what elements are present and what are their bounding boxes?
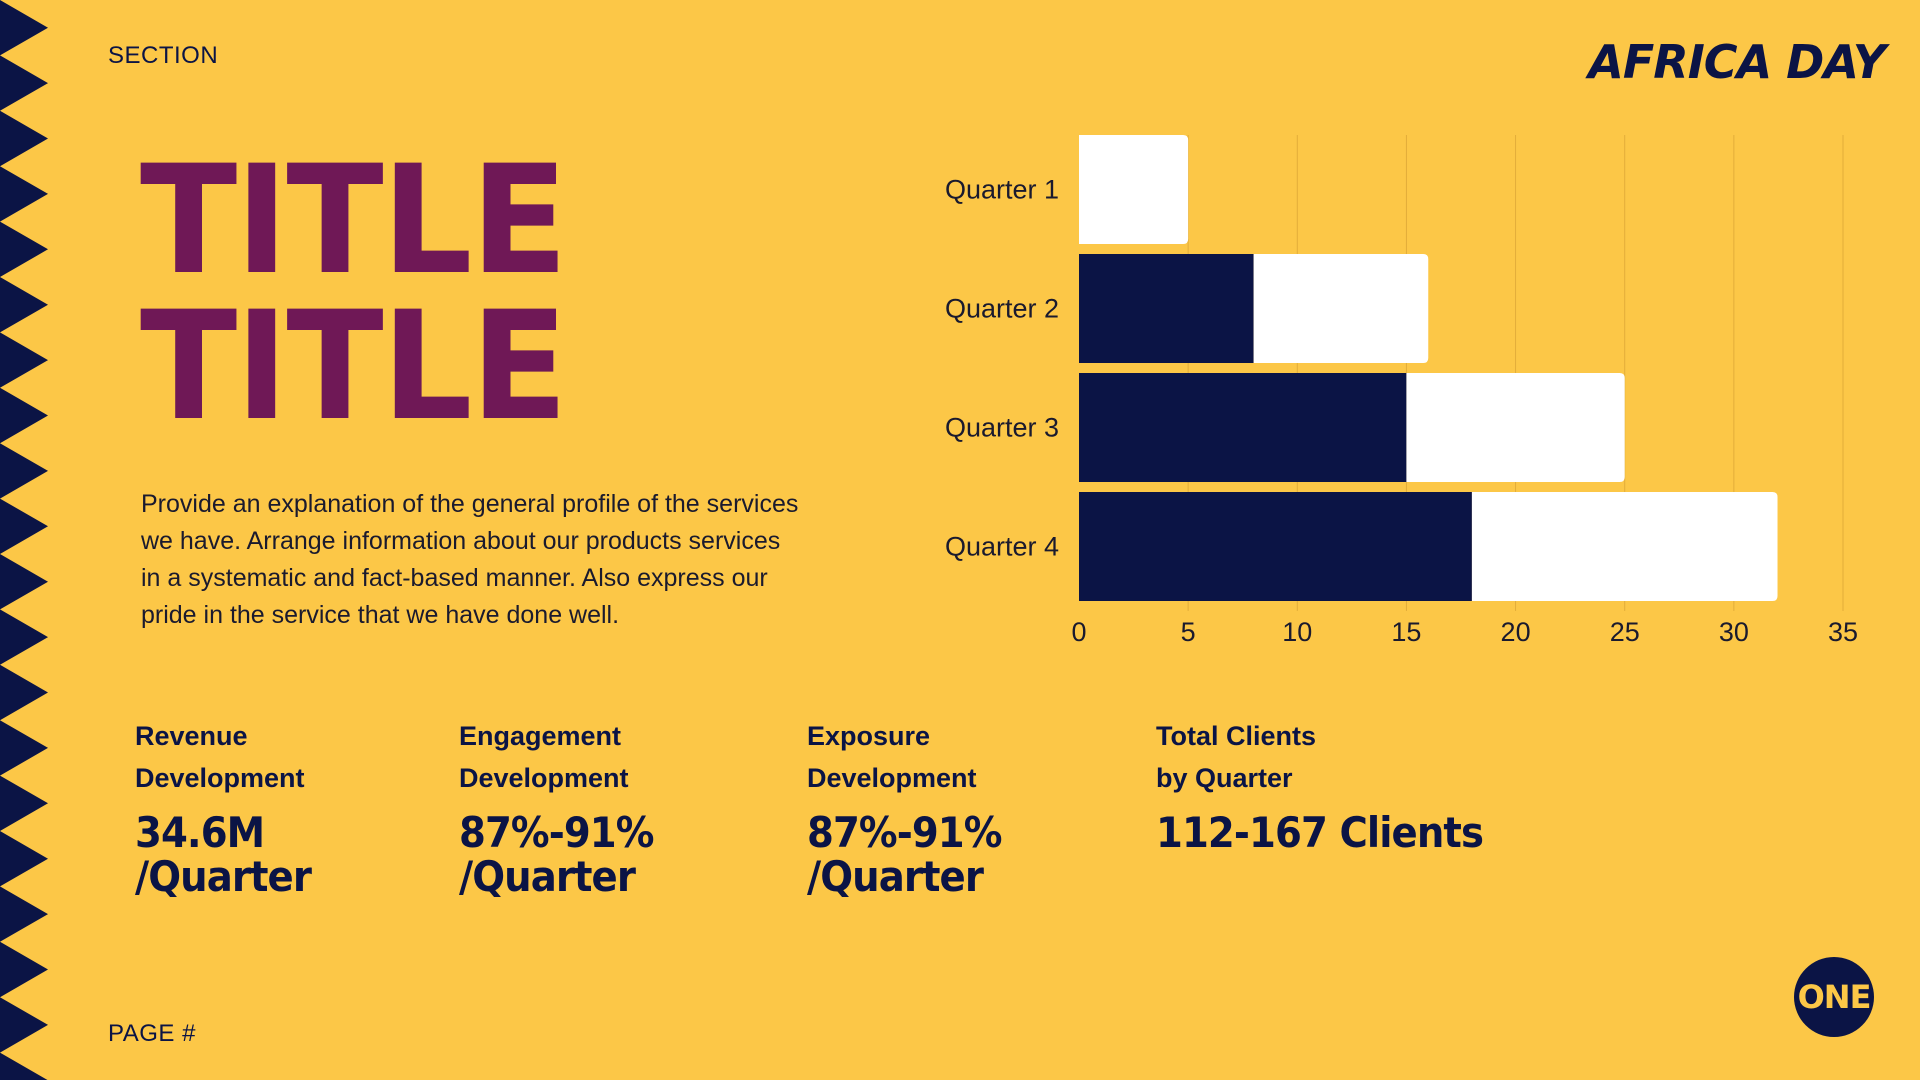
stat-exposure: Exposure Development 87%-91% /Quarter bbox=[807, 715, 1019, 899]
stat-label: Total Clients by Quarter bbox=[1156, 721, 1317, 793]
x-tick-label: 0 bbox=[1071, 617, 1086, 647]
stat-label: Revenue Development bbox=[135, 721, 305, 793]
bar-segment bbox=[1079, 135, 1189, 244]
x-tick-label: 30 bbox=[1719, 617, 1749, 647]
x-tick-label: 10 bbox=[1282, 617, 1312, 647]
page-number: PAGE # bbox=[108, 1020, 196, 1047]
stat-total-clients: Total Clients by Quarter 112-167 Clients bbox=[1156, 715, 1511, 855]
bar-segment bbox=[1079, 254, 1254, 363]
x-tick-label: 25 bbox=[1610, 617, 1640, 647]
category-label: Quarter 3 bbox=[945, 413, 1059, 443]
title-line-2: TITLE bbox=[140, 280, 568, 454]
bar-segment bbox=[1406, 373, 1625, 482]
one-badge-logo: ONE bbox=[1794, 957, 1874, 1037]
bar-segment bbox=[1079, 373, 1407, 482]
category-label: Quarter 1 bbox=[945, 175, 1059, 205]
category-label: Quarter 2 bbox=[945, 294, 1059, 324]
page-title: TITLE TITLE bbox=[140, 134, 589, 454]
x-tick-label: 5 bbox=[1181, 617, 1196, 647]
section-label: SECTION bbox=[108, 42, 219, 69]
stat-value: 87%-91% /Quarter bbox=[807, 808, 1002, 901]
bar-segment bbox=[1079, 492, 1472, 601]
category-label: Quarter 4 bbox=[945, 532, 1059, 562]
quarterly-bar-chart: 0 5 10 15 20 25 30 35 Quarter 1 Quarter 2 Quarter … bbox=[945, 135, 1858, 647]
zigzag-path bbox=[0, 0, 48, 1080]
stat-engagement: Engagement Development 87%-91% /Quarter bbox=[459, 715, 671, 899]
bar-segment bbox=[1253, 254, 1429, 363]
africa-day-logo: AFRICA DAY bbox=[1588, 35, 1886, 89]
x-tick-label: 20 bbox=[1501, 617, 1531, 647]
title-line-1: TITLE bbox=[140, 134, 568, 308]
stat-value: 112-167 Clients bbox=[1156, 808, 1484, 857]
stat-value: 87%-91% /Quarter bbox=[459, 808, 654, 901]
description-text: Provide an explanation of the general pr… bbox=[141, 490, 799, 629]
stat-value: 34.6M /Quarter bbox=[135, 808, 312, 901]
x-tick-label: 15 bbox=[1391, 617, 1421, 647]
x-tick-label: 35 bbox=[1828, 617, 1858, 647]
stat-label: Engagement Development bbox=[459, 721, 629, 793]
zigzag-border bbox=[0, 0, 48, 1080]
stat-label: Exposure Development bbox=[807, 721, 977, 793]
bar-segment bbox=[1471, 492, 1778, 601]
stat-revenue: Revenue Development 34.6M /Quarter bbox=[135, 715, 326, 899]
